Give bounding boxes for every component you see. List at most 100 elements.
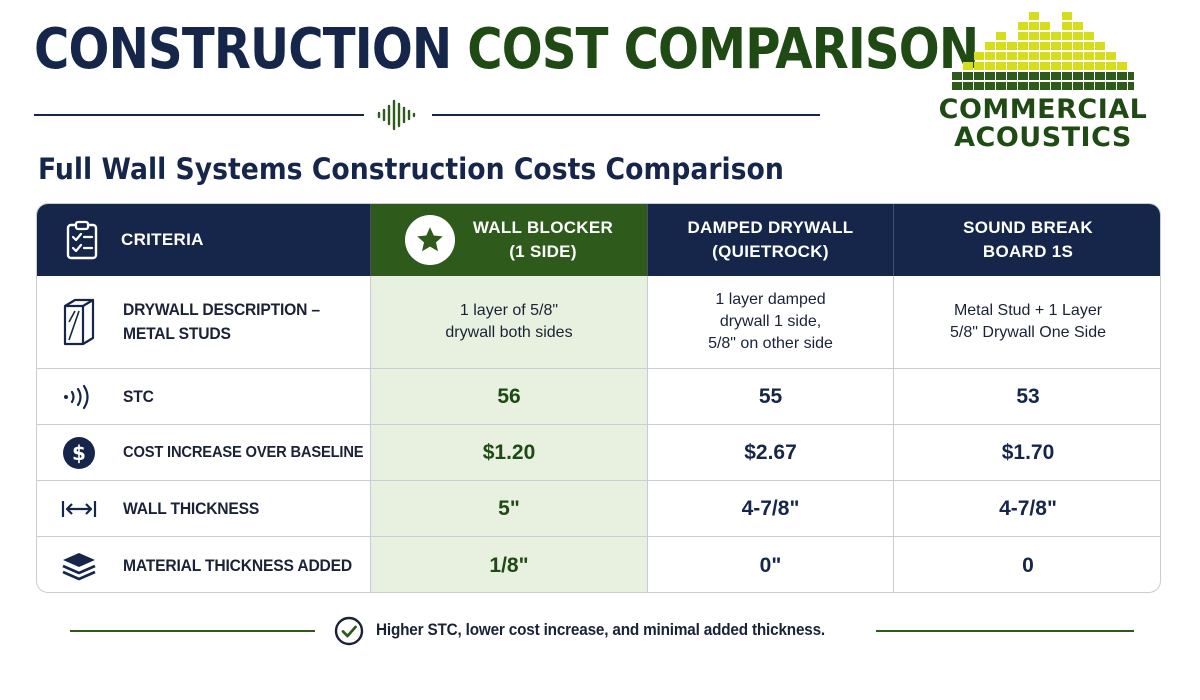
logo-bar-block <box>1117 72 1127 80</box>
logo-bar-block <box>1084 42 1094 50</box>
cell-wall-blocker-thickness: 5" <box>371 481 648 537</box>
logo-bar-block <box>1106 62 1116 70</box>
desc-line: 5/8" on other side <box>708 335 833 352</box>
logo-bar-block <box>1062 82 1072 90</box>
cell-sound-break-material: 0 <box>894 537 1160 592</box>
logo-bar-block <box>1117 62 1127 70</box>
width-arrows-icon <box>61 500 97 517</box>
title-divider-left <box>34 114 364 116</box>
drywall-label-line2: METAL STUDS <box>123 324 231 343</box>
value: 4-7/8" <box>999 496 1057 520</box>
logo-bar-block <box>1128 72 1134 80</box>
star-icon <box>417 227 443 252</box>
logo-bar-block <box>1051 52 1061 60</box>
logo-bar-block <box>1040 32 1050 40</box>
equalizer-bars-icon <box>952 12 1134 90</box>
cell-wall-blocker-stc: 56 <box>371 369 648 425</box>
title-part-1: CONSTRUCTION <box>34 17 452 82</box>
logo-bar-block <box>996 62 1006 70</box>
drywall-panel-icon <box>63 298 95 346</box>
logo-bar-block <box>1095 72 1105 80</box>
logo-bar-block <box>996 52 1006 60</box>
row-label-stc: STC <box>37 369 371 425</box>
logo-bar-block <box>1095 82 1105 90</box>
logo-bar-block <box>985 72 995 80</box>
logo-bar-block <box>985 52 995 60</box>
logo-bar-block <box>1029 22 1039 30</box>
logo-bar-block <box>952 82 962 90</box>
value: 5" <box>498 496 520 520</box>
desc-line: Metal Stud + 1 Layer <box>953 302 1103 319</box>
wall-thickness-label: WALL THICKNESS <box>123 498 260 518</box>
logo-bar-block <box>1040 72 1050 80</box>
col1-header-line1: WALL BLOCKER <box>472 218 614 237</box>
cost-label: COST INCREASE OVER BASELINE <box>123 443 364 461</box>
logo-bar-block <box>1040 82 1050 90</box>
logo-bar-block <box>1062 12 1072 20</box>
header-wall-blocker: WALL BLOCKER (1 SIDE) <box>371 204 648 276</box>
logo-bar-block <box>1040 52 1050 60</box>
sound-wave-icon <box>64 384 89 409</box>
row-label-material-thickness: MATERIAL THICKNESS ADDED <box>37 537 371 592</box>
desc-line: drywall both sides <box>445 324 573 341</box>
logo-text-line1: COMMERCIAL <box>938 94 1148 125</box>
logo-bar-block <box>1007 72 1017 80</box>
logo-bar-block <box>1018 22 1028 30</box>
logo-bar-block <box>1073 82 1083 90</box>
logo-bar-block <box>974 62 984 70</box>
subtitle: Full Wall Systems Construction Costs Com… <box>38 152 784 186</box>
desc-line: 1 layer of 5/8" <box>459 302 559 319</box>
logo-bar-block <box>1018 72 1028 80</box>
cell-sound-break-description: Metal Stud + 1 Layer 5/8" Drywall One Si… <box>894 276 1160 369</box>
stc-label: STC <box>123 386 154 406</box>
value: 4-7/8" <box>741 496 800 520</box>
logo-bar-block <box>1029 72 1039 80</box>
logo-bar-block <box>1106 82 1116 90</box>
cell-damped-drywall-thickness: 4-7/8" <box>648 481 894 537</box>
logo-bar-block <box>996 42 1006 50</box>
star-badge <box>404 215 455 265</box>
logo-text-line2: ACOUSTICS <box>954 122 1132 153</box>
logo-bar-block <box>1073 42 1083 50</box>
logo-bar-block <box>996 32 1006 40</box>
logo-bar-block <box>1095 42 1105 50</box>
cell-sound-break-stc: 53 <box>894 369 1160 425</box>
logo-bar-block <box>1095 62 1105 70</box>
value: 55 <box>758 384 783 408</box>
logo-bar-block <box>1007 62 1017 70</box>
value: 0" <box>759 553 782 577</box>
logo-bar-block <box>1073 72 1083 80</box>
logo-bar-block <box>1084 52 1094 60</box>
logo-bar-block <box>1084 82 1094 90</box>
cell-damped-drywall-description: 1 layer damped drywall 1 side, 5/8" on o… <box>648 276 894 369</box>
logo-bar-block <box>1073 32 1083 40</box>
cell-wall-blocker-description: 1 layer of 5/8" drywall both sides <box>371 276 648 369</box>
logo-bar-block <box>974 82 984 90</box>
criteria-header-label: CRITERIA <box>121 230 204 249</box>
logo-bar-block <box>1084 72 1094 80</box>
drywall-label-line1: DRYWALL DESCRIPTION – <box>123 300 320 319</box>
page-title: CONSTRUCTION COST COMPARISON <box>34 17 979 82</box>
logo-bar-block <box>974 52 984 60</box>
logo-bar-block <box>974 72 984 80</box>
logo-bar-block <box>1018 82 1028 90</box>
header-damped-drywall: DAMPED DRYWALL (QUIETROCK) <box>648 204 894 276</box>
footer-note: Higher STC, lower cost increase, and min… <box>376 620 826 639</box>
logo-bar-block <box>1062 32 1072 40</box>
footer-divider-right <box>876 630 1134 632</box>
logo-bar-block <box>1018 42 1028 50</box>
svg-text:$: $ <box>72 441 86 465</box>
company-logo: COMMERCIAL ACOUSTICS <box>936 8 1150 158</box>
logo-bar-block <box>963 62 973 70</box>
logo-bar-block <box>1062 72 1072 80</box>
logo-bar-block <box>1084 32 1094 40</box>
value: 1/8" <box>489 553 529 577</box>
desc-line: drywall 1 side, <box>719 313 822 330</box>
logo-bar-block <box>1029 62 1039 70</box>
logo-bar-block <box>1073 62 1083 70</box>
cell-wall-blocker-cost: $1.20 <box>371 425 648 481</box>
value: 0 <box>1022 553 1034 577</box>
col1-header-line2: (1 SIDE) <box>509 242 577 261</box>
col2-header-line2: (QUIETROCK) <box>712 242 829 261</box>
col2-header-line1: DAMPED DRYWALL <box>687 218 854 237</box>
